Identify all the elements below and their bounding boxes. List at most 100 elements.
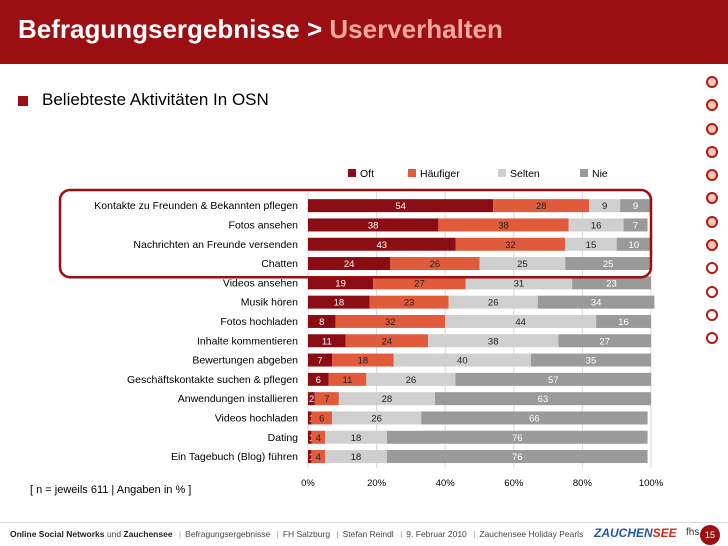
category-label: Kontakte zu Freunden & Bekannten pflegen (94, 200, 298, 212)
progress-dot (706, 122, 718, 135)
bar-segment (393, 353, 531, 367)
bar-segment (335, 314, 446, 328)
bar-segment (328, 372, 367, 386)
bullet-square-icon (18, 96, 28, 106)
bar-segment (390, 257, 480, 271)
footer-text: Online Social Networks und Zauchensee | B… (10, 529, 584, 539)
bar-segment (465, 276, 573, 290)
page-title: Befragungsergebnisse > Userverhalten (18, 14, 503, 44)
data-label: 40 (457, 356, 468, 367)
data-label: 31 (514, 278, 525, 289)
x-tick-label: 100% (639, 478, 664, 489)
category-label: Musik hören (241, 297, 298, 309)
data-label: 44 (515, 317, 526, 328)
data-label: 9 (602, 201, 607, 212)
bar-segment (620, 199, 651, 213)
bar-segment (308, 199, 494, 213)
data-label: 16 (618, 317, 629, 328)
data-label: 6 (319, 413, 324, 424)
data-label: 32 (385, 317, 396, 328)
progress-dot (706, 76, 718, 88)
bar-segment (448, 295, 538, 309)
data-label: 28 (382, 394, 393, 405)
legend-label: Selten (510, 168, 540, 180)
data-label: 26 (371, 413, 382, 424)
data-label: 8 (319, 317, 324, 328)
data-label: 18 (334, 298, 345, 309)
data-label: 57 (548, 375, 559, 386)
progress-dot (706, 215, 718, 228)
bar-segment (308, 430, 312, 444)
bar-segment (565, 237, 617, 251)
legend-label: Oft (360, 168, 374, 180)
category-label: Videos hochladen (215, 412, 298, 424)
bar-segment (369, 295, 449, 309)
progress-dot (706, 285, 718, 298)
bar-segment (314, 392, 339, 406)
data-label: 34 (591, 298, 602, 309)
bar-segment (345, 334, 429, 348)
data-label: 11 (322, 336, 332, 347)
category-label: Fotos ansehen (229, 219, 299, 231)
bar-segment (311, 411, 333, 425)
data-label: 23 (404, 298, 415, 309)
category-label: Ein Tagebuch (Blog) führen (171, 451, 298, 463)
data-label: 25 (603, 259, 614, 270)
data-label: 4 (316, 433, 321, 444)
x-tick-label: 40% (436, 478, 456, 489)
bar-segment (493, 199, 590, 213)
bar-segment (308, 353, 333, 367)
progress-dot (706, 332, 718, 345)
bar-segment (438, 218, 569, 232)
data-label: 18 (351, 433, 362, 444)
bar-segment (386, 430, 648, 444)
legend-swatch (498, 169, 506, 177)
legend-swatch (580, 169, 588, 177)
bar-segment (308, 314, 336, 328)
bar-segment (308, 372, 329, 386)
data-label: 9 (633, 201, 638, 212)
plot-area (308, 192, 651, 469)
bar-segment (308, 218, 439, 232)
progress-dot (706, 239, 718, 252)
data-label: 43 (376, 240, 387, 251)
bar-segment (325, 450, 387, 464)
progress-dot (706, 145, 718, 158)
bar-segment (445, 314, 597, 328)
data-label: 24 (344, 259, 355, 270)
data-label: 2 (309, 394, 314, 405)
bar-segment (623, 218, 648, 232)
legend-label: Nie (592, 168, 608, 180)
data-label: 32 (505, 240, 516, 251)
category-label: Chatten (261, 258, 298, 270)
bar-segment (308, 237, 456, 251)
x-tick-label: 80% (573, 478, 593, 489)
slide-progress-dots (706, 76, 724, 356)
x-tick-label: 0% (301, 478, 315, 489)
progress-dot (706, 99, 718, 112)
sample-note: [ n = jeweils 611 | Angaben in % ] (30, 484, 192, 496)
bar-segment (479, 257, 566, 271)
data-label: 7 (317, 356, 322, 367)
bar-segment (332, 411, 422, 425)
data-label: 27 (414, 278, 425, 289)
data-label: 38 (368, 220, 379, 231)
data-label: 4 (316, 452, 321, 463)
legend-swatch (348, 169, 356, 177)
bar-segment (308, 334, 346, 348)
category-label: Inhalte kommentieren (197, 335, 298, 347)
x-tick-label: 60% (504, 478, 524, 489)
data-label: 63 (538, 394, 549, 405)
slide-subtitle: Beliebteste Aktivitäten In OSN (42, 90, 269, 109)
bar-segment (421, 411, 648, 425)
data-label: 25 (517, 259, 528, 270)
footer-bar: Online Social Networks und Zauchensee | B… (0, 522, 728, 546)
bar-segment (558, 334, 651, 348)
bar-segment (338, 392, 435, 406)
category-label: Geschäftskontakte suchen & pflegen (127, 374, 298, 386)
bar-segment (308, 295, 370, 309)
category-label: Bewertungen abgeben (192, 355, 298, 367)
progress-dot (706, 262, 718, 275)
x-tick-label: 20% (367, 478, 387, 489)
